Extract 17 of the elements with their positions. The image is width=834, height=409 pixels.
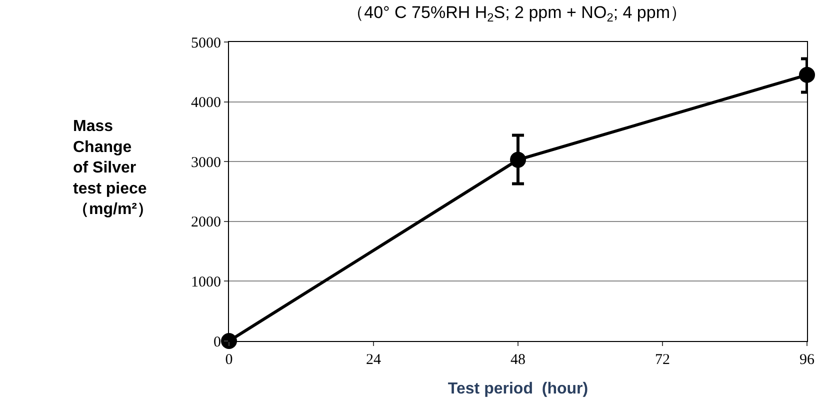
x-tick-label: 0	[225, 352, 233, 368]
y-axis-title: Mass Change of Silver test piece （mg/m²）	[73, 118, 153, 218]
chart-title: （40° C 75%RH H$_{2}$S; 2 ppm + NO$_{2}$; 4 ppm）	[347, 3, 688, 25]
y-tick-label: 5000	[191, 35, 221, 52]
point	[510, 152, 526, 168]
y-tick-label: 0	[214, 334, 221, 350]
x-axis-title: Test period (hour)	[448, 380, 588, 398]
y-tick-label: 4000	[191, 95, 221, 112]
x-tick-label: 96	[800, 352, 815, 368]
y-tick-label: 3000	[191, 154, 221, 171]
x-tick-label: 24	[366, 352, 382, 368]
y-tick-label: 2000	[191, 214, 221, 231]
point	[221, 333, 237, 349]
y-tick-label: 1000	[191, 274, 221, 290]
x-tick-label: 48	[510, 352, 526, 368]
x-tick-label: 72	[655, 352, 670, 368]
point	[799, 66, 815, 83]
